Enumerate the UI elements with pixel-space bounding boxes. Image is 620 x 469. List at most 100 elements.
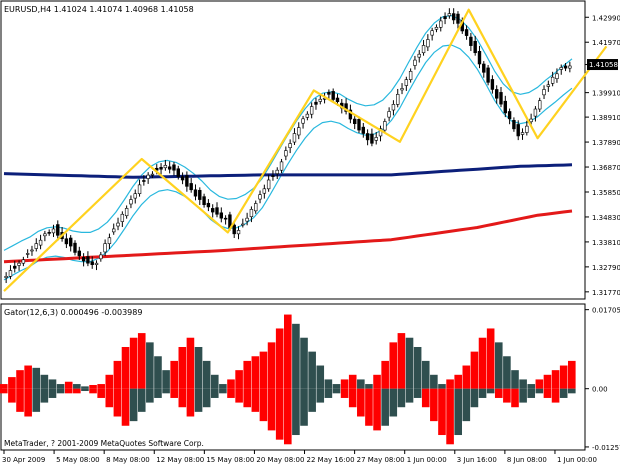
gator-bar xyxy=(389,388,398,417)
price-panel[interactable]: 1.42990 1.41970 1.39910 1.38910 1.37890 1.368… xyxy=(0,0,620,300)
gator-bar xyxy=(438,384,446,389)
gator-bar xyxy=(186,388,195,417)
candle-body xyxy=(172,164,176,171)
candle-body xyxy=(318,98,322,102)
gator-bar xyxy=(316,365,325,389)
candle-body xyxy=(284,150,288,157)
candle-body xyxy=(408,71,413,80)
gator-bar xyxy=(559,388,568,398)
gator-bar xyxy=(105,374,114,389)
gator-bar xyxy=(32,367,41,389)
candle-body xyxy=(34,243,38,249)
candle-body xyxy=(241,223,245,226)
current-price-label-text: 1.41058 xyxy=(589,61,618,69)
candle-body xyxy=(189,183,193,191)
symbol-ohlc-header: EURUSD,H4 1.41024 1.41074 1.40968 1.4105… xyxy=(4,5,194,14)
candle-body xyxy=(529,118,533,123)
gator-bar xyxy=(210,374,219,389)
price-tick-label: 1.41970 xyxy=(592,39,620,47)
time-tick-label: 20 May 08:00 xyxy=(256,456,304,464)
gator-bar xyxy=(292,323,300,389)
candle-body xyxy=(494,89,499,99)
price-tick-label: 1.31770 xyxy=(592,289,620,297)
gator-bar xyxy=(357,388,365,417)
gator-bar xyxy=(284,314,292,389)
gator-bar xyxy=(8,377,16,389)
sma-100-line xyxy=(3,163,573,179)
gator-bar xyxy=(129,388,138,422)
time-tick-label: 5 May 08:00 xyxy=(56,456,100,464)
gator-bar xyxy=(227,388,235,398)
gator-bar xyxy=(251,356,260,389)
time-tick-label: 8 May 08:00 xyxy=(106,456,150,464)
gator-tick-label: 0.00 xyxy=(592,386,608,394)
candle-body xyxy=(107,237,112,244)
gator-bar xyxy=(129,337,138,389)
gator-bar xyxy=(568,388,576,394)
candle-body xyxy=(516,124,520,137)
gator-bar xyxy=(267,342,276,389)
gator-bar xyxy=(365,384,373,389)
candle-body xyxy=(185,175,189,187)
time-tick-label: 30 Apr 2009 xyxy=(2,456,45,464)
candle-body xyxy=(64,238,69,245)
gator-bar xyxy=(243,360,252,389)
candle-body xyxy=(563,65,568,69)
gator-tick-label: 0.017057 xyxy=(592,307,620,315)
candle-body xyxy=(370,133,374,144)
panel-separator[interactable] xyxy=(0,300,620,304)
time-tick-label: 27 May 08:00 xyxy=(357,456,405,464)
gator-bar xyxy=(462,365,471,389)
candle-body xyxy=(555,73,559,79)
candle-body xyxy=(309,106,314,115)
gator-bar xyxy=(113,360,122,389)
gator-bar xyxy=(446,388,454,445)
candle-body xyxy=(198,189,202,200)
gator-bar xyxy=(454,374,462,389)
gator-bar xyxy=(373,388,381,431)
candle-body xyxy=(430,30,434,36)
moving-averages xyxy=(3,163,573,264)
gator-bar xyxy=(332,384,341,389)
gator-bar xyxy=(348,374,357,389)
candle-body xyxy=(90,261,94,265)
gator-bar xyxy=(137,388,146,412)
gator-bar xyxy=(48,388,57,398)
candle-body xyxy=(73,242,77,253)
gator-bar xyxy=(308,388,316,412)
gator-bar xyxy=(503,388,511,403)
gator-bar xyxy=(316,388,325,403)
candle-body xyxy=(451,13,456,21)
candle-body xyxy=(520,132,525,135)
gator-bar xyxy=(137,333,146,389)
candle-body xyxy=(258,194,262,200)
candle-body xyxy=(365,133,370,141)
candle-body xyxy=(133,193,137,199)
candle-body xyxy=(357,119,361,131)
zigzag-indicator xyxy=(3,8,608,292)
gator-bar xyxy=(146,342,154,389)
gator-bar xyxy=(170,388,178,398)
candle-body xyxy=(56,224,60,236)
gator-bar xyxy=(186,337,195,389)
price-tick-label: 1.37890 xyxy=(592,139,620,147)
gator-bar xyxy=(535,379,544,389)
gator-bar xyxy=(73,384,81,389)
gator-bar xyxy=(146,388,154,403)
gator-bar xyxy=(292,388,300,436)
candle-body xyxy=(417,53,421,58)
time-tick-label: 1 Jun 00:00 xyxy=(407,456,447,464)
gator-panel[interactable]: 0.017057 0.00 -0.01257 Gator(12,6,3) 0.000… xyxy=(0,303,620,452)
candle-body xyxy=(439,20,443,28)
gator-bar xyxy=(413,346,422,389)
gator-bar xyxy=(381,388,389,426)
gator-bar xyxy=(0,388,8,394)
copyright-text: MetaTrader, ? 2001-2009 MetaQuotes Softw… xyxy=(4,439,204,448)
candle-body xyxy=(477,50,482,65)
candle-body xyxy=(223,217,228,220)
price-tick-label: 1.34830 xyxy=(592,214,620,222)
candle-body xyxy=(180,176,185,181)
candle-body xyxy=(17,262,21,266)
